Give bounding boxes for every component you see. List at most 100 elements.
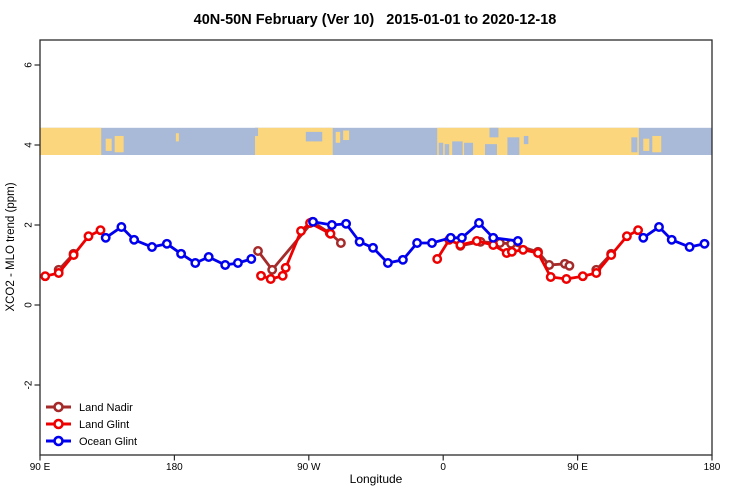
series-point xyxy=(161,238,172,249)
series-point xyxy=(129,234,140,245)
x-tick-label: 90 E xyxy=(567,462,588,473)
series-point xyxy=(277,270,288,281)
map-inland-water xyxy=(631,137,638,153)
series-point xyxy=(382,258,393,268)
map-island xyxy=(114,135,124,153)
series-point xyxy=(445,232,456,243)
map-island xyxy=(643,138,650,151)
series-point xyxy=(412,238,423,248)
plot-box xyxy=(39,39,713,456)
series-point xyxy=(545,272,556,282)
series-point xyxy=(325,228,336,239)
series-point xyxy=(253,246,263,256)
data-series-layer xyxy=(40,216,710,284)
series-point xyxy=(533,248,543,258)
map-inland-water xyxy=(255,127,259,136)
legend-item-land-nadir: Land Nadir xyxy=(46,401,133,414)
map-inland-water xyxy=(444,144,450,155)
series-point xyxy=(147,242,157,252)
series-point xyxy=(326,220,337,230)
series-point xyxy=(83,231,94,242)
series-line xyxy=(436,228,639,281)
x-tick-label: 180 xyxy=(166,462,183,473)
legend-label-ocean-glint: Ocean Glint xyxy=(79,436,137,448)
x-tick-label: 90 W xyxy=(297,462,321,473)
series-point xyxy=(638,232,649,243)
x-tick-label: 0 xyxy=(440,462,446,473)
map-inland-water xyxy=(464,142,474,155)
series-point xyxy=(354,236,365,247)
x-tick-label: 180 xyxy=(704,462,721,473)
series-point xyxy=(335,238,346,248)
x-tick-label: 90 E xyxy=(30,462,51,473)
legend-marker-ocean-glint xyxy=(53,435,64,447)
series-point xyxy=(432,254,443,264)
y-axis-tick-labels: -2 0 2 4 6 xyxy=(24,62,35,390)
map-inland-water xyxy=(507,137,520,155)
map-inland-water xyxy=(485,144,497,155)
series-point xyxy=(296,226,306,236)
series-point xyxy=(176,248,187,259)
series-point xyxy=(474,218,484,228)
series-point xyxy=(256,270,266,281)
series-point xyxy=(265,274,276,284)
series-point xyxy=(666,234,677,245)
series-point xyxy=(68,250,79,260)
map-island xyxy=(175,133,179,142)
series-point xyxy=(427,238,437,248)
legend-item-land-glint: Land Glint xyxy=(46,418,129,431)
series-point xyxy=(518,244,529,255)
map-island xyxy=(335,131,341,143)
series-point xyxy=(699,238,710,249)
series-point xyxy=(684,242,695,252)
series-point xyxy=(95,225,106,236)
series-point xyxy=(203,252,214,262)
legend-label-land-glint: Land Glint xyxy=(79,419,129,431)
x-axis-tick-labels: 90 E 180 90 W 0 90 E 180 xyxy=(30,462,721,473)
series-point xyxy=(100,232,111,243)
series-point xyxy=(246,254,257,264)
series-point xyxy=(40,271,51,282)
series-point xyxy=(621,231,632,242)
map-inland-water xyxy=(523,135,529,145)
map-inland-water xyxy=(452,141,463,155)
legend-marker-land-nadir xyxy=(53,401,64,413)
series-point xyxy=(577,271,588,282)
series-point xyxy=(561,274,572,284)
series-point xyxy=(654,222,664,232)
series-point xyxy=(116,222,127,232)
series-point xyxy=(341,218,352,229)
series-point xyxy=(308,216,318,227)
map-island xyxy=(105,138,112,151)
map-island xyxy=(652,135,662,153)
y-tick-label: -2 xyxy=(24,380,35,389)
y-tick-label: 0 xyxy=(24,302,35,308)
series-point xyxy=(633,225,644,236)
legend-marker-land-glint xyxy=(53,418,64,430)
series-ocean-glint xyxy=(100,216,710,270)
series-point xyxy=(471,236,482,246)
series-point xyxy=(190,258,201,268)
map-island xyxy=(343,130,350,141)
series-point xyxy=(397,254,408,265)
series-land-glint xyxy=(40,218,644,284)
legend: Land Nadir Land Glint Ocean Glint xyxy=(46,401,137,448)
series-line xyxy=(104,225,252,267)
world-map-strip xyxy=(40,127,712,155)
series-point xyxy=(220,260,231,270)
series-point xyxy=(564,260,575,271)
series-point xyxy=(280,262,291,273)
y-axis-ticks xyxy=(34,64,40,386)
y-axis-title: XCO2 - MLO trend (ppm) xyxy=(5,182,17,311)
map-inland-water xyxy=(438,142,444,155)
plot-title: 40N-50N February (Ver 10) 2015-01-01 to … xyxy=(194,12,557,28)
map-land-segment xyxy=(40,127,102,155)
series-point xyxy=(506,246,517,257)
series-point xyxy=(267,264,278,275)
series-point xyxy=(606,250,617,260)
x-axis-ticks xyxy=(39,455,713,461)
y-tick-label: 6 xyxy=(24,62,35,68)
series-point xyxy=(53,268,64,278)
